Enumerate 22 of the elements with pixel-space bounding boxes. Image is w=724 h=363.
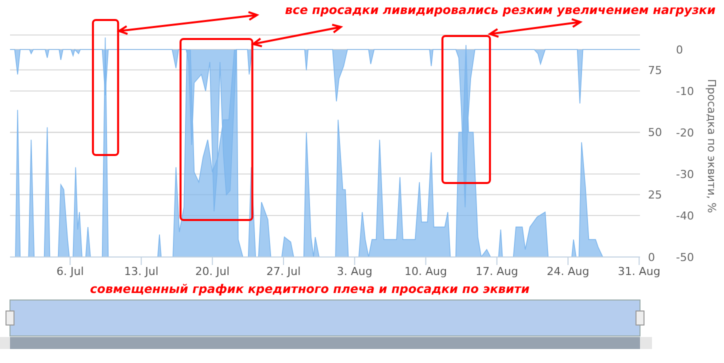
y-tick-label: -30: [676, 168, 694, 181]
y2-tick-label: 0: [648, 250, 655, 264]
x-tick-label: 13. Jul: [124, 264, 158, 278]
x-tick-label: 27. Jul: [266, 264, 301, 278]
y2-tick-label: 50: [648, 126, 662, 140]
text: совмещенный график кредитного плеча и просадки по эквити: [90, 282, 530, 296]
x-tick-label: 20. Jul: [195, 264, 230, 278]
y-tick-label: -10: [676, 84, 694, 98]
y2-tick-label: 75: [648, 64, 662, 77]
y-tick-label: -20: [676, 126, 694, 140]
x-tick-label: 31. Aug: [618, 264, 660, 278]
text: все просадки ливидировались резким увеличением нагрузки: [285, 3, 716, 17]
x-tick-label: 17. Aug: [476, 264, 518, 278]
x-tick-label: 24. Aug: [546, 264, 590, 278]
x-tick-label: 6. Jul: [56, 264, 84, 278]
y-tick-label: -50: [676, 250, 694, 264]
x-tick-label: 3. Aug: [336, 264, 372, 278]
x-tick-label: 10. Aug: [404, 264, 448, 278]
y2-tick-label: 25: [648, 188, 662, 202]
y-tick-label: 0: [676, 43, 683, 56]
y-axis-title: Просадка по эквити, %: [705, 79, 718, 213]
y-tick-label: -40: [676, 209, 694, 222]
